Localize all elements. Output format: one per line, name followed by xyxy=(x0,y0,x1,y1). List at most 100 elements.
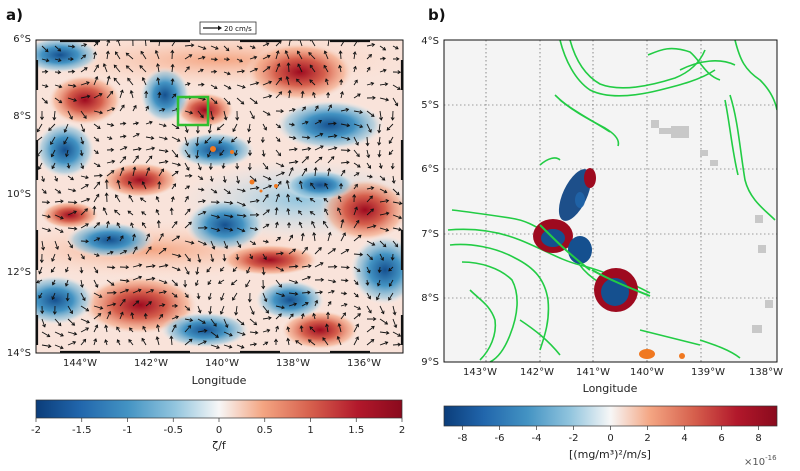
velocity-arrow xyxy=(184,208,191,216)
velocity-arrow xyxy=(232,292,238,301)
velocity-arrow-head xyxy=(120,166,125,171)
velocity-arrow xyxy=(142,77,147,86)
velocity-arrow xyxy=(184,305,190,311)
velocity-arrow-head xyxy=(128,338,132,343)
velocity-arrow-head xyxy=(213,85,218,90)
velocity-arrow-head xyxy=(254,67,259,72)
velocity-arrow-head xyxy=(238,45,243,50)
velocity-arrow-head xyxy=(246,270,250,274)
velocity-arrow xyxy=(158,123,167,127)
velocity-arrow-head xyxy=(370,81,375,86)
velocity-arrow xyxy=(327,122,337,125)
velocity-arrow xyxy=(392,201,402,205)
velocity-arrow-head xyxy=(324,78,329,83)
velocity-arrow-head xyxy=(370,208,375,213)
velocity-arrow-head xyxy=(213,323,217,327)
velocity-arrow-head xyxy=(384,341,389,345)
velocity-arrow-head xyxy=(82,297,86,302)
velocity-arrow-head xyxy=(281,293,286,298)
velocity-arrow-head xyxy=(371,42,376,47)
velocity-arrow-head xyxy=(229,214,234,219)
velocity-arrow-head xyxy=(97,313,102,317)
velocity-arrow xyxy=(210,318,217,327)
velocity-arrow xyxy=(379,341,388,346)
velocity-arrow xyxy=(197,69,204,73)
velocity-arrow-head xyxy=(266,112,271,116)
velocity-arrow xyxy=(337,336,342,346)
velocity-arrow xyxy=(67,331,77,335)
velocity-arrow-head xyxy=(174,303,179,308)
velocity-arrow-head xyxy=(136,133,140,137)
velocity-arrow xyxy=(158,136,168,140)
velocity-arrow xyxy=(38,162,43,170)
velocity-arrow-head xyxy=(161,40,162,41)
velocity-arrow-head xyxy=(174,282,178,287)
velocity-arrow-head xyxy=(220,297,224,301)
velocity-arrow-head xyxy=(175,125,180,129)
velocity-arrow xyxy=(236,344,244,349)
velocity-arrow-head xyxy=(311,220,315,225)
velocity-arrow xyxy=(80,339,86,346)
velocity-arrow-head xyxy=(148,246,152,250)
velocity-arrow-head xyxy=(183,284,188,288)
velocity-arrow-head xyxy=(161,303,166,308)
velocity-arrow xyxy=(145,136,154,139)
velocity-arrow xyxy=(376,292,381,300)
velocity-arrow-head xyxy=(73,210,77,215)
velocity-arrow-head xyxy=(102,207,107,211)
velocity-arrow-head xyxy=(38,270,43,275)
map-b-yticks: 4°S 5°S 6°S 7°S 8°S 9°S xyxy=(421,36,439,368)
velocity-arrow xyxy=(206,266,212,273)
velocity-arrow xyxy=(80,162,84,169)
velocity-arrow xyxy=(103,207,108,216)
velocity-arrow xyxy=(275,305,285,309)
velocity-arrow xyxy=(184,136,189,146)
velocity-arrow xyxy=(171,123,179,129)
velocity-arrow-head xyxy=(188,221,192,226)
velocity-arrow xyxy=(231,279,238,286)
velocity-arrow xyxy=(54,175,58,182)
velocity-arrow-head xyxy=(226,101,231,105)
velocity-arrow xyxy=(67,341,76,346)
velocity-arrow xyxy=(249,318,257,325)
velocity-arrow xyxy=(119,122,126,125)
velocity-arrow-head xyxy=(309,197,314,202)
velocity-arrow-head xyxy=(281,305,285,310)
velocity-arrow xyxy=(158,291,167,294)
velocity-arrow-head xyxy=(65,268,69,273)
velocity-arrow-head xyxy=(299,325,304,329)
velocity-arrow-head xyxy=(287,221,291,226)
velocity-arrow-head xyxy=(248,152,252,157)
velocity-arrow-head xyxy=(382,243,387,248)
velocity-arrow-head xyxy=(203,328,208,333)
velocity-arrow-head xyxy=(217,280,222,284)
velocity-arrow-head xyxy=(397,70,402,75)
velocity-arrow-head xyxy=(304,246,308,251)
velocity-arrow-head xyxy=(187,258,191,262)
velocity-arrow xyxy=(310,211,316,216)
velocity-arrow xyxy=(129,327,134,333)
velocity-arrow-head xyxy=(81,128,86,133)
svg-text:142°W: 142°W xyxy=(520,367,554,378)
velocity-arrow xyxy=(67,318,75,326)
velocity-arrow-head xyxy=(278,91,283,95)
velocity-arrow-head xyxy=(85,184,89,188)
velocity-arrow xyxy=(379,175,386,181)
velocity-arrow-head xyxy=(141,222,146,226)
velocity-arrow xyxy=(80,223,89,229)
velocity-arrow xyxy=(218,279,225,284)
velocity-arrow xyxy=(197,45,206,50)
velocity-arrow xyxy=(106,236,111,242)
velocity-arrow xyxy=(41,227,51,232)
velocity-arrow xyxy=(236,331,246,336)
velocity-arrow xyxy=(184,292,189,298)
velocity-arrow-head xyxy=(176,138,181,142)
velocity-arrow-head xyxy=(277,124,282,129)
velocity-arrow xyxy=(119,146,127,151)
velocity-arrow xyxy=(314,156,323,164)
velocity-arrow xyxy=(314,120,322,125)
velocity-arrow-head xyxy=(339,78,344,83)
velocity-arrow xyxy=(156,209,160,216)
velocity-arrow-head xyxy=(95,193,100,198)
velocity-arrow-head xyxy=(266,66,271,70)
